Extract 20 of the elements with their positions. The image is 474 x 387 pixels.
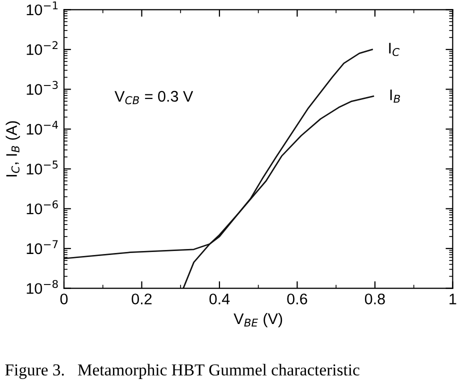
x-axis-title: V$_{BE}$ (V) [234,312,282,328]
annotation: V$_{CB}$ = 0.3 V [114,90,194,104]
y-tick-label: 10$^{−5}$ [26,160,58,174]
y-tick-label: 10$^{−2}$ [26,41,58,56]
y-tick-label: 10$^{−4}$ [26,120,58,135]
y-tick-label: 10$^{−3}$ [26,80,58,95]
x-tick-label: 0.4 [209,294,230,304]
x-tick-label: 0.8 [364,294,385,304]
y-tick-label: 10$^{−1}$ [26,1,58,16]
series-label: I$_{B}$ [390,90,400,103]
y-tick-label: 10$^{−8}$ [26,280,58,294]
x-tick-label: 0 [60,294,68,304]
y-axis-title: I$_{C}$, I$_{B}$ (A) [6,121,20,176]
x-tick-label: 1 [450,294,456,304]
caption: Figure 3. Metamorphic HBT Gummel characteristic [5,364,360,379]
series-label: I$_{C}$ [389,42,400,56]
y-tick-label: 10$^{−7}$ [26,240,58,254]
x-tick-label: 0.2 [132,294,152,304]
y-tick-label: 10$^{−6}$ [26,200,58,214]
x-tick-label: 0.6 [287,294,308,304]
